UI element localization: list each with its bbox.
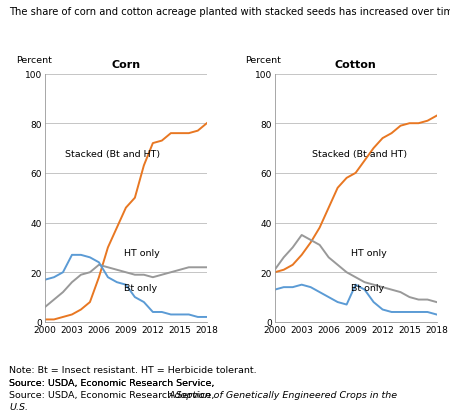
Text: Adoption of Genetically Engineered Crops in the: Adoption of Genetically Engineered Crops… [168,390,397,399]
Text: Percent: Percent [246,55,282,64]
Text: Note: Bt = Insect resistant. HT = Herbicide tolerant.: Note: Bt = Insect resistant. HT = Herbic… [9,366,256,375]
Text: The share of corn and cotton acreage planted with stacked seeds has increased ov: The share of corn and cotton acreage pla… [9,7,450,17]
Text: U.S.: U.S. [9,402,28,411]
Text: Percent: Percent [16,55,52,64]
Text: Stacked (Bt and HT): Stacked (Bt and HT) [65,149,160,158]
Text: Source: USDA, Economic Research Service,: Source: USDA, Economic Research Service, [9,390,217,399]
Text: Source: USDA, Economic Research Service,: Source: USDA, Economic Research Service, [9,378,219,387]
Text: Stacked (Bt and HT): Stacked (Bt and HT) [312,149,408,158]
Text: HT only: HT only [351,248,387,257]
Title: Cotton: Cotton [335,59,377,69]
Text: Bt only: Bt only [351,283,384,292]
Title: Corn: Corn [111,59,140,69]
Text: Source: USDA, Economic Research Service,: Source: USDA, Economic Research Service, [9,378,217,387]
Text: HT only: HT only [124,248,160,257]
Text: Bt only: Bt only [124,283,157,292]
